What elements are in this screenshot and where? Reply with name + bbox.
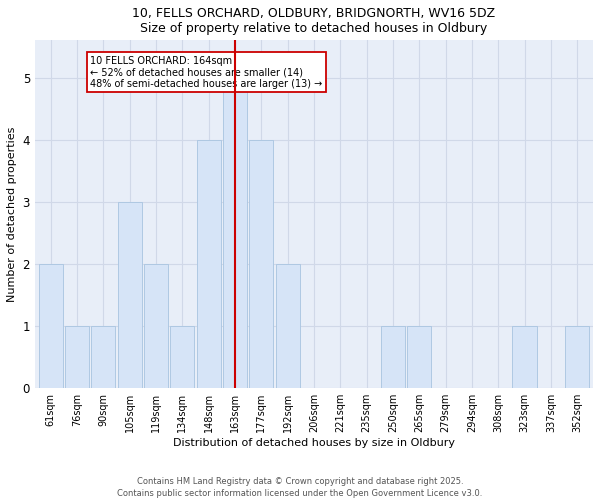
Y-axis label: Number of detached properties: Number of detached properties [7,126,17,302]
Bar [91,326,115,388]
Bar [144,264,168,388]
Bar [512,326,537,388]
Bar [38,264,63,388]
Bar [170,326,194,388]
Bar [197,140,221,388]
Bar [407,326,431,388]
Bar [381,326,405,388]
Text: Contains HM Land Registry data © Crown copyright and database right 2025.
Contai: Contains HM Land Registry data © Crown c… [118,476,482,498]
Bar [118,202,142,388]
Text: 10 FELLS ORCHARD: 164sqm
← 52% of detached houses are smaller (14)
48% of semi-d: 10 FELLS ORCHARD: 164sqm ← 52% of detach… [90,56,322,89]
Title: 10, FELLS ORCHARD, OLDBURY, BRIDGNORTH, WV16 5DZ
Size of property relative to de: 10, FELLS ORCHARD, OLDBURY, BRIDGNORTH, … [133,7,496,35]
Bar [249,140,274,388]
Bar [65,326,89,388]
X-axis label: Distribution of detached houses by size in Oldbury: Distribution of detached houses by size … [173,438,455,448]
Bar [223,78,247,388]
Bar [565,326,589,388]
Bar [275,264,300,388]
